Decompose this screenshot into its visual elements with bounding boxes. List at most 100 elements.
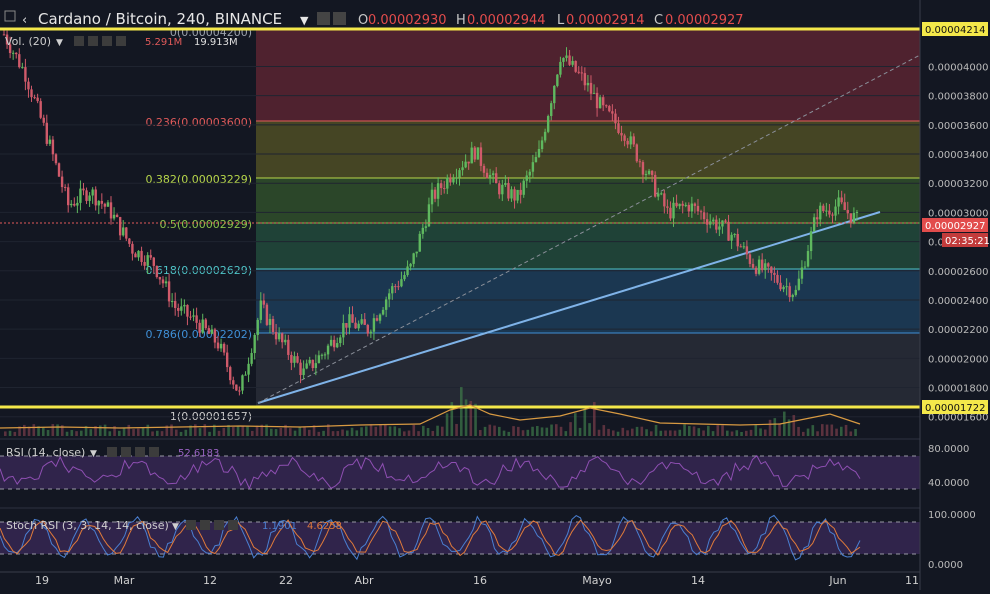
badge-last (922, 218, 988, 232)
candle-body (244, 374, 247, 376)
volume-bar (46, 429, 50, 436)
candle-body (8, 44, 12, 54)
stoch-legend[interactable]: Stoch RSI (3, 3, 14, 14, close) (6, 519, 169, 532)
candle-body (109, 202, 113, 219)
candle-body (754, 267, 758, 274)
stoch-add-icon[interactable] (214, 520, 224, 530)
candle-body (583, 73, 587, 86)
fib-label-0236: 0.236(0.00003600) (145, 116, 252, 129)
rsi-band (0, 456, 920, 489)
candle-body (467, 161, 470, 164)
candle-body (699, 211, 703, 213)
volume-legend-dropdown-icon[interactable]: ▼ (56, 38, 63, 48)
volume-bar (217, 430, 221, 436)
candle-body (812, 217, 816, 232)
trendline[interactable] (257, 211, 881, 404)
visibility-icon[interactable] (317, 12, 330, 25)
volume-bar (51, 424, 55, 436)
ohlc-open-value: 0.00002930 (368, 13, 447, 28)
candle-body (302, 368, 305, 376)
candle-body (660, 193, 663, 195)
volume-bar (607, 428, 610, 436)
candle-body (332, 339, 336, 348)
volume-bars (4, 387, 857, 436)
rsi-add-icon[interactable] (135, 447, 145, 457)
candle-body (88, 195, 91, 201)
candle-body (623, 135, 626, 141)
candle-body (721, 220, 724, 227)
rsi-legend[interactable]: RSI (14, close) (6, 446, 85, 459)
volume-bar (474, 403, 477, 436)
volume-legend-value-a: 5.291M (145, 37, 182, 48)
time-label-mar: Mar (114, 574, 135, 587)
volume-bar (526, 429, 530, 436)
volume-bar (70, 430, 74, 436)
symbol-title[interactable]: Cardano / Bitcoin, 240, BINANCE (38, 10, 282, 28)
candle-body (632, 136, 635, 145)
fib-zone-0236-0382 (256, 121, 920, 178)
rsi-dropdown-icon[interactable]: ▼ (90, 449, 97, 459)
candle-body (828, 210, 831, 215)
settings-icon[interactable] (333, 12, 346, 25)
candle-body (308, 359, 311, 364)
candle-body (675, 202, 678, 207)
volume-bar (825, 424, 829, 436)
collapse-toggle-icon[interactable] (4, 10, 16, 22)
volume-bar (27, 426, 31, 436)
price-tick-label: 0.00004000 (928, 62, 988, 73)
volume-bar (303, 427, 306, 436)
candle-body (167, 281, 171, 302)
candle-body (559, 61, 562, 75)
volume-legend: Vol. (20) ▼ 5.291M 19.913M (5, 35, 238, 48)
candle-body (745, 246, 749, 255)
price-axis[interactable]: 0.00004000 0.00003800 0.00003600 0.00003400… (919, 0, 990, 590)
candle-body (27, 81, 30, 90)
candle-body (149, 255, 152, 258)
volume-bar (669, 430, 672, 436)
volume-bar (108, 431, 112, 436)
candle-body (455, 177, 458, 179)
chevron-collapse-icon[interactable]: ‹ (22, 13, 27, 28)
rsi-visibility-icon[interactable] (107, 447, 117, 457)
volume-visibility-icon[interactable] (74, 36, 84, 46)
price-tick-label: 0.00001600 (928, 413, 988, 424)
stoch-close-icon[interactable] (228, 520, 238, 530)
candle-body (314, 363, 318, 369)
candle-body (103, 203, 107, 207)
candle-body (180, 306, 183, 311)
volume-bar (203, 424, 207, 436)
symbol-dropdown-icon[interactable]: ▼ (300, 14, 309, 27)
volume-legend-label[interactable]: Vol. (20) (5, 35, 51, 48)
volume-bar (854, 429, 857, 436)
candle-body (669, 207, 672, 219)
stoch-settings-icon[interactable] (200, 520, 210, 530)
trendline-extension[interactable] (257, 54, 921, 404)
volume-bar (284, 424, 287, 436)
candle-body (152, 257, 155, 266)
candle-body (739, 246, 742, 248)
stoch-dropdown-icon[interactable]: ▼ (172, 522, 179, 532)
volume-bar (664, 430, 667, 436)
stoch-rsi-pane: Stoch RSI (3, 3, 14, 14, close) ▼ 1.1901… (0, 507, 920, 561)
volume-close-icon[interactable] (116, 36, 126, 46)
candle-body (128, 238, 131, 244)
candle-body (259, 300, 262, 320)
stoch-visibility-icon[interactable] (186, 520, 196, 530)
volume-settings-icon[interactable] (88, 36, 98, 46)
volume-bar (621, 427, 625, 436)
rsi-close-icon[interactable] (149, 447, 159, 457)
candle-body (253, 334, 256, 354)
candle-body (605, 105, 608, 107)
volume-bar (735, 430, 739, 436)
candle-body (161, 279, 165, 284)
rsi-settings-icon[interactable] (121, 447, 131, 457)
candle-body (415, 251, 418, 254)
price-tick-label: 0.00001800 (928, 384, 988, 395)
candle-body (565, 55, 568, 58)
volume-bar (327, 424, 330, 436)
candle-body (785, 286, 788, 288)
candle-body (797, 278, 801, 290)
time-axis[interactable]: 19 Mar 12 22 Abr 16 Mayo 14 Jun 11 (0, 571, 920, 587)
volume-add-icon[interactable] (102, 36, 112, 46)
